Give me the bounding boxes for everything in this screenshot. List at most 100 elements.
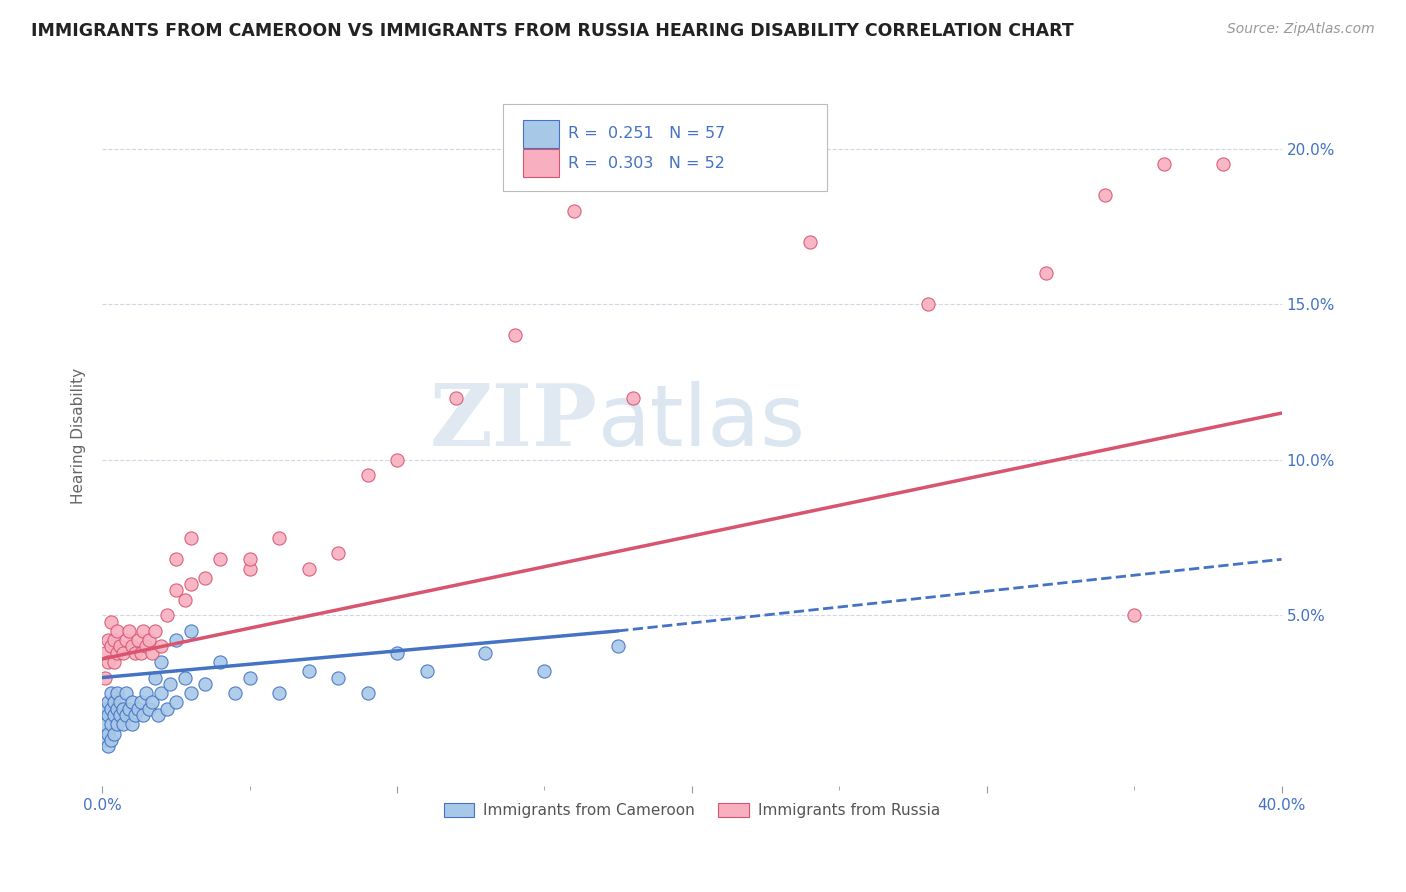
- Point: [127, 701, 149, 715]
- Point: [156, 608, 179, 623]
- Point: [239, 671, 262, 685]
- Point: [150, 655, 173, 669]
- Point: [97, 655, 120, 669]
- Point: [740, 142, 762, 156]
- Point: [132, 624, 155, 638]
- Point: [415, 665, 437, 679]
- Point: [121, 640, 143, 654]
- Point: [114, 686, 136, 700]
- Point: [100, 717, 122, 731]
- Point: [150, 640, 173, 654]
- Point: [105, 686, 128, 700]
- FancyBboxPatch shape: [503, 103, 828, 192]
- Point: [97, 696, 120, 710]
- Point: [165, 633, 187, 648]
- Point: [194, 677, 217, 691]
- Point: [356, 686, 378, 700]
- Point: [97, 726, 120, 740]
- Point: [135, 686, 157, 700]
- Point: [114, 707, 136, 722]
- Point: [108, 707, 131, 722]
- Point: [156, 701, 179, 715]
- Point: [103, 633, 125, 648]
- Point: [503, 328, 526, 343]
- Point: [100, 732, 122, 747]
- Point: [194, 571, 217, 585]
- Point: [103, 726, 125, 740]
- Point: [180, 624, 202, 638]
- Point: [165, 583, 187, 598]
- Point: [356, 468, 378, 483]
- Point: [94, 717, 117, 731]
- Point: [105, 646, 128, 660]
- Point: [94, 732, 117, 747]
- Point: [108, 696, 131, 710]
- Point: [385, 452, 408, 467]
- Point: [621, 391, 644, 405]
- Point: [681, 157, 703, 171]
- Point: [143, 624, 166, 638]
- Text: atlas: atlas: [598, 381, 806, 464]
- Point: [148, 707, 170, 722]
- Point: [127, 633, 149, 648]
- Point: [94, 671, 117, 685]
- Point: [180, 686, 202, 700]
- Point: [1094, 188, 1116, 202]
- Point: [239, 562, 262, 576]
- Point: [103, 707, 125, 722]
- Point: [94, 646, 117, 660]
- Point: [97, 707, 120, 722]
- Bar: [523, 120, 558, 148]
- Point: [180, 531, 202, 545]
- Point: [297, 665, 319, 679]
- Point: [180, 577, 202, 591]
- Text: IMMIGRANTS FROM CAMEROON VS IMMIGRANTS FROM RUSSIA HEARING DISABILITY CORRELATIO: IMMIGRANTS FROM CAMEROON VS IMMIGRANTS F…: [31, 22, 1074, 40]
- Point: [209, 655, 232, 669]
- Point: [97, 633, 120, 648]
- Point: [132, 707, 155, 722]
- Text: R =  0.303   N = 52: R = 0.303 N = 52: [568, 156, 725, 171]
- Point: [297, 562, 319, 576]
- Point: [1153, 157, 1175, 171]
- Point: [143, 671, 166, 685]
- Point: [799, 235, 821, 249]
- Text: ZIP: ZIP: [430, 380, 598, 465]
- Point: [165, 696, 187, 710]
- Point: [269, 531, 291, 545]
- Bar: [523, 149, 558, 178]
- Point: [1035, 266, 1057, 280]
- Point: [97, 739, 120, 753]
- Point: [111, 646, 134, 660]
- Point: [100, 686, 122, 700]
- Point: [444, 391, 467, 405]
- Point: [385, 646, 408, 660]
- Point: [1212, 157, 1234, 171]
- Point: [173, 671, 195, 685]
- Point: [173, 592, 195, 607]
- Point: [111, 701, 134, 715]
- Point: [129, 696, 152, 710]
- Point: [124, 707, 146, 722]
- Point: [114, 633, 136, 648]
- Point: [138, 633, 160, 648]
- Point: [1123, 608, 1146, 623]
- Text: Source: ZipAtlas.com: Source: ZipAtlas.com: [1227, 22, 1375, 37]
- Point: [100, 701, 122, 715]
- Point: [474, 646, 496, 660]
- Point: [150, 686, 173, 700]
- Point: [111, 717, 134, 731]
- Point: [239, 552, 262, 566]
- Point: [105, 701, 128, 715]
- Point: [141, 696, 163, 710]
- Point: [562, 203, 585, 218]
- Point: [224, 686, 246, 700]
- Point: [105, 717, 128, 731]
- Point: [103, 696, 125, 710]
- Point: [159, 677, 181, 691]
- Point: [94, 701, 117, 715]
- Point: [533, 665, 555, 679]
- Legend: Immigrants from Cameroon, Immigrants from Russia: Immigrants from Cameroon, Immigrants fro…: [437, 797, 946, 824]
- Point: [124, 646, 146, 660]
- Point: [100, 615, 122, 629]
- Point: [118, 701, 141, 715]
